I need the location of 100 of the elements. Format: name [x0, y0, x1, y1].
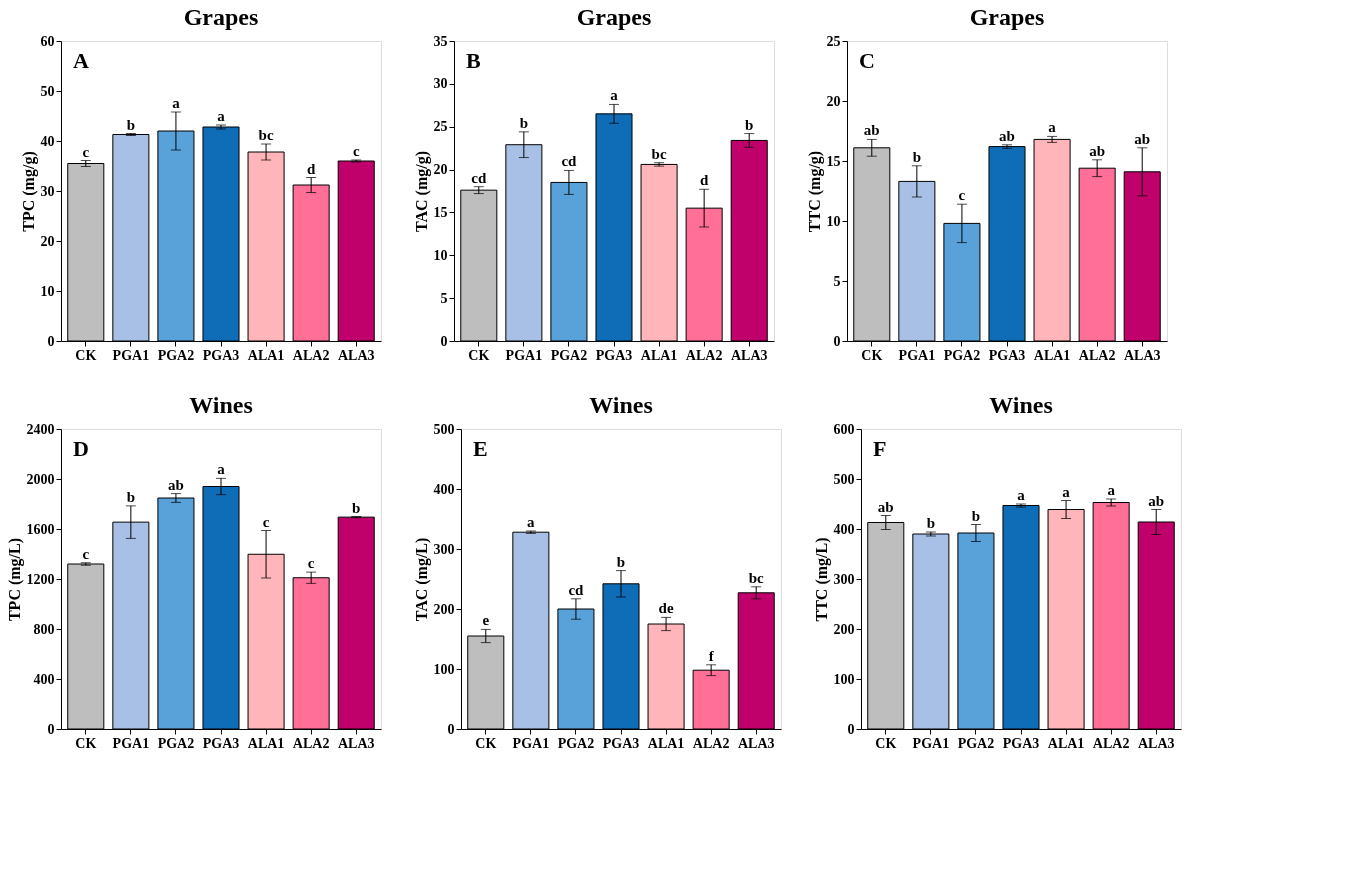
- y-tick-label: 10: [433, 247, 448, 263]
- y-tick-label: 400: [433, 481, 455, 497]
- annotation: a: [1017, 487, 1026, 503]
- x-tick-label: ALA1: [1047, 735, 1085, 751]
- x-tick-label: PGA2: [557, 735, 595, 751]
- annotation: a: [527, 514, 536, 530]
- y-tick-label: 15: [433, 204, 448, 220]
- x-tick-label: PGA3: [202, 347, 240, 363]
- x-tick-label: PGA2: [157, 735, 195, 751]
- y-tick-label: 35: [433, 33, 448, 49]
- y-tick-label: 10: [40, 283, 55, 299]
- annotation: A: [73, 48, 89, 73]
- x-tick-label: PGA2: [157, 347, 195, 363]
- x-tick-label: ALA2: [1078, 347, 1116, 363]
- x-tick-label: CK: [861, 347, 883, 363]
- annotation: c: [82, 143, 90, 160]
- x-tick-label: ALA2: [692, 735, 730, 751]
- annotation: a: [610, 87, 619, 104]
- x-tick-label: PGA3: [988, 347, 1026, 363]
- annotation: ab: [168, 476, 184, 493]
- x-tick-label: ALA3: [1123, 347, 1161, 363]
- annotation: b: [616, 553, 626, 570]
- y-tick-label: 400: [833, 521, 855, 537]
- x-tick-label: CK: [875, 735, 897, 751]
- chart-title: Grapes: [183, 4, 259, 30]
- x-tick-label: ALA2: [1092, 735, 1130, 751]
- chart-title: Wines: [589, 392, 653, 418]
- y-tick-label: 25: [433, 119, 448, 135]
- y-tick-label: 200: [833, 621, 855, 637]
- annotation: a: [1107, 482, 1116, 498]
- x-tick-label: ALA3: [730, 347, 768, 363]
- y-tick-label: 0: [440, 333, 448, 349]
- y-tick-label: 30: [40, 183, 55, 199]
- annotation: c: [352, 143, 360, 159]
- x-tick-label: ALA1: [647, 735, 685, 751]
- x-tick-label: ALA3: [1137, 735, 1175, 751]
- annotation: a: [1048, 119, 1057, 136]
- chart-title: Grapes: [576, 4, 652, 30]
- y-tick-label: 300: [833, 571, 855, 587]
- annotation: b: [912, 148, 922, 165]
- annotation: b: [126, 116, 136, 133]
- x-tick-label: ALA1: [247, 347, 285, 363]
- y-tick-label: 200: [433, 601, 455, 617]
- x-tick-label: CK: [75, 347, 97, 363]
- annotation: cd: [561, 153, 578, 170]
- y-tick-label: 400: [33, 671, 55, 687]
- annotation: d: [306, 160, 316, 177]
- x-tick-label: ALA2: [292, 347, 330, 363]
- annotation: c: [82, 545, 90, 562]
- y-tick-label: 2400: [26, 421, 55, 437]
- annotation: b: [519, 114, 529, 131]
- y-tick-label: 600: [833, 421, 855, 437]
- x-tick-label: PGA1: [512, 735, 550, 751]
- x-tick-label: PGA3: [602, 735, 640, 751]
- y-tick-label: 5: [440, 290, 448, 306]
- annotation: b: [352, 499, 361, 516]
- annotation: ab: [877, 498, 894, 515]
- y-tick-label: 20: [433, 162, 448, 178]
- chart-title: Grapes: [969, 4, 1045, 30]
- annotation: c: [307, 555, 315, 572]
- y-tick-label: 20: [40, 233, 55, 249]
- annotation: b: [126, 488, 136, 505]
- y-tick-label: 100: [833, 671, 855, 687]
- annotation: b: [745, 116, 754, 133]
- y-tick-label: 0: [47, 333, 55, 349]
- y-axis-title: TPC (mg/g): [19, 151, 38, 232]
- annotation: d: [699, 172, 709, 189]
- x-tick-label: PGA2: [550, 347, 588, 363]
- x-tick-label: ALA3: [337, 735, 375, 751]
- x-tick-label: PGA2: [957, 735, 995, 751]
- x-tick-label: PGA1: [912, 735, 950, 751]
- x-tick-label: CK: [475, 735, 497, 751]
- y-tick-label: 300: [433, 541, 455, 557]
- x-tick-label: ALA2: [292, 735, 330, 751]
- annotation: a: [1062, 483, 1071, 500]
- annotation: c: [958, 187, 966, 204]
- annotation: c: [262, 513, 270, 530]
- annotation: de: [658, 600, 674, 617]
- y-tick-label: 100: [433, 661, 455, 677]
- x-tick-label: CK: [75, 735, 97, 751]
- y-tick-label: 50: [40, 83, 55, 99]
- y-tick-label: 15: [826, 153, 841, 169]
- y-tick-label: 20: [826, 93, 841, 109]
- chart-title: Wines: [189, 392, 253, 418]
- y-tick-label: 1600: [26, 521, 55, 537]
- x-tick-label: ALA1: [1033, 347, 1071, 363]
- annotation: ab: [863, 122, 880, 139]
- annotation: E: [473, 436, 488, 461]
- y-axis-title: TTC (mg/L): [812, 537, 831, 622]
- y-tick-label: 40: [40, 133, 55, 149]
- annotation: F: [873, 436, 887, 461]
- x-tick-label: PGA3: [1002, 735, 1040, 751]
- annotation: b: [926, 515, 936, 531]
- y-axis-title: TAC (mg/L): [412, 537, 431, 622]
- y-tick-label: 500: [833, 471, 855, 487]
- annotation: D: [73, 436, 89, 461]
- y-tick-label: 10: [826, 213, 841, 229]
- x-tick-label: PGA1: [112, 735, 150, 751]
- annotation: ab: [1134, 130, 1151, 147]
- annotation: cd: [568, 581, 585, 598]
